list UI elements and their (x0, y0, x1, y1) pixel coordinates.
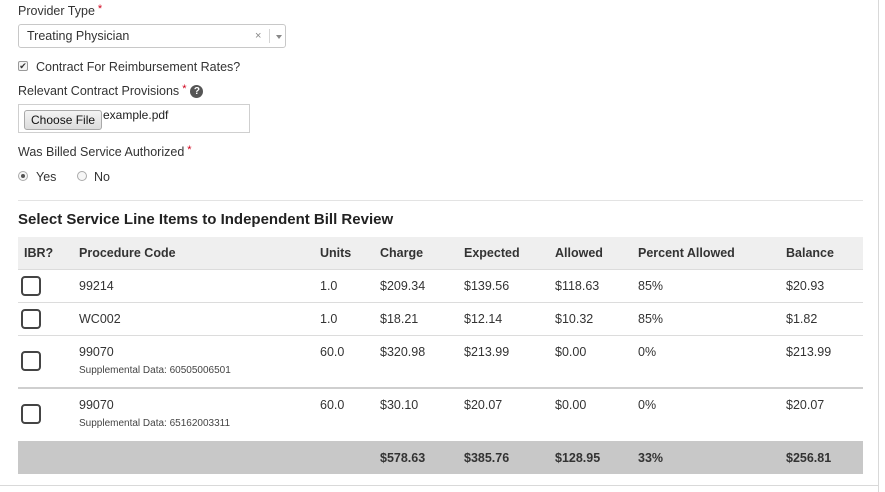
header-procedure-code: Procedure Code (79, 246, 176, 260)
units: 1.0 (320, 312, 338, 326)
total-balance: $256.81 (786, 451, 832, 465)
radio-yes-label: Yes (36, 170, 57, 184)
chevron-down-icon[interactable] (276, 35, 282, 39)
clear-icon[interactable]: × (255, 30, 262, 42)
procedure-code: WC002 (79, 312, 121, 326)
allowed: $0.00 (555, 398, 587, 412)
required-marker: * (187, 144, 192, 156)
expected: $213.99 (464, 345, 510, 359)
provider-type-value: Treating Physician (27, 29, 130, 43)
ibr-checkbox[interactable] (21, 404, 41, 424)
ibr-checkbox[interactable] (21, 309, 41, 329)
expected: $20.07 (464, 398, 503, 412)
contract-checkbox[interactable]: ✔ (18, 61, 28, 71)
total-allowed: $128.95 (555, 451, 601, 465)
procedure-code: 99070 (79, 398, 114, 412)
expected: $139.56 (464, 279, 510, 293)
header-ibr: IBR? (24, 246, 54, 260)
procedure-code: 99070 (79, 345, 114, 359)
header-allowed: Allowed (555, 246, 603, 260)
row-divider (18, 302, 863, 303)
charge: $209.34 (380, 279, 426, 293)
provider-type-select[interactable]: Treating Physician × (18, 24, 286, 48)
header-percent-allowed: Percent Allowed (638, 246, 735, 260)
balance: $20.07 (786, 398, 825, 412)
radio-yes[interactable] (18, 171, 28, 181)
allowed: $10.32 (555, 312, 594, 326)
supplemental-data: Supplemental Data: 65162003311 (79, 418, 231, 429)
provisions-label: Relevant Contract Provisions *? (18, 83, 204, 99)
contract-label: Contract For Reimbursement Rates? (36, 60, 241, 74)
choose-file-button[interactable]: Choose File (24, 110, 103, 130)
header-charge: Charge (380, 246, 424, 260)
ibr-checkbox[interactable] (21, 351, 41, 371)
table-header (18, 237, 863, 270)
header-expected: Expected (464, 246, 520, 260)
file-name: example.pdf (103, 108, 169, 122)
required-marker: * (97, 3, 103, 15)
units: 60.0 (320, 345, 345, 359)
right-border (878, 0, 879, 492)
select-divider (269, 29, 270, 43)
required-marker: * (182, 83, 187, 95)
total-percent-allowed: 33% (638, 451, 664, 465)
totals-row (18, 441, 863, 474)
file-input[interactable]: Choose File example.pdf (18, 104, 250, 133)
expected: $12.14 (464, 312, 503, 326)
help-icon[interactable]: ? (190, 85, 204, 98)
supplemental-data: Supplemental Data: 60505006501 (79, 365, 231, 376)
row-divider (18, 387, 863, 389)
header-units: Units (320, 246, 352, 260)
divider (18, 200, 863, 201)
radio-no-label: No (94, 170, 110, 184)
row-divider (18, 269, 863, 270)
allowed: $118.63 (555, 279, 600, 293)
radio-no[interactable] (77, 171, 87, 181)
row-divider (18, 335, 863, 336)
bottom-border (0, 485, 878, 486)
percent-allowed: 85% (638, 312, 664, 326)
allowed: $0.00 (555, 345, 587, 359)
balance: $213.99 (786, 345, 832, 359)
section-title: Select Service Line Items to Independent… (18, 211, 394, 228)
total-expected: $385.76 (464, 451, 510, 465)
balance: $20.93 (786, 279, 825, 293)
charge: $30.10 (380, 398, 419, 412)
percent-allowed: 85% (638, 279, 664, 293)
charge: $18.21 (380, 312, 419, 326)
balance: $1.82 (786, 312, 818, 326)
provider-type-label: Provider Type * (18, 3, 103, 18)
percent-allowed: 0% (638, 345, 657, 359)
procedure-code: 99214 (79, 279, 114, 293)
percent-allowed: 0% (638, 398, 657, 412)
units: 60.0 (320, 398, 345, 412)
ibr-checkbox[interactable] (21, 276, 41, 296)
units: 1.0 (320, 279, 338, 293)
charge: $320.98 (380, 345, 426, 359)
authorized-label: Was Billed Service Authorized * (18, 144, 192, 159)
header-balance: Balance (786, 246, 834, 260)
total-charge: $578.63 (380, 451, 426, 465)
